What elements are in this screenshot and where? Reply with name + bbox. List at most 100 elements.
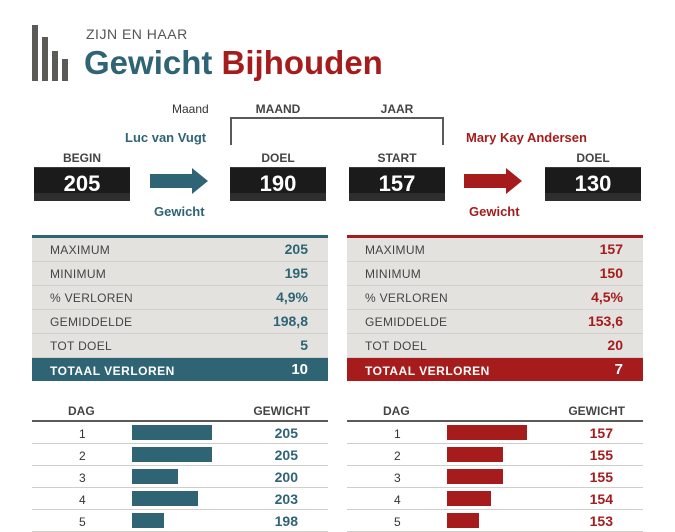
stat-label: GEMIDDELDE — [50, 315, 133, 329]
year-label[interactable]: JAAR — [380, 102, 414, 116]
person2-day-table: DAG GEWICHT 1 157 2 155 3 155 4 154 5 153 — [347, 404, 643, 532]
table-row[interactable]: 5 153 — [347, 510, 643, 532]
total-lost-value: 10 — [291, 361, 308, 378]
stat-label: MINIMUM — [365, 267, 422, 281]
total-lost-label: TOTAAL VERLOREN — [365, 364, 490, 378]
teal-arrow-right-icon — [150, 168, 208, 194]
total-lost-row: TOTAAL VERLOREN 10 — [32, 358, 328, 381]
stat-value: 198,8 — [272, 313, 308, 329]
weight-bar — [132, 425, 212, 440]
table-row[interactable]: 3 155 — [347, 466, 643, 488]
table-row[interactable]: 2 155 — [347, 444, 643, 466]
stat-label: MINIMUM — [50, 267, 107, 281]
title-part-1: Gewicht — [84, 44, 213, 81]
stat-label: MAXIMUM — [365, 243, 426, 257]
stat-value: 157 — [599, 241, 623, 257]
title-part-2: Bijhouden — [221, 44, 383, 81]
person1-goal-box[interactable]: 190 — [230, 167, 326, 201]
day-number: 4 — [79, 493, 86, 507]
stat-label: % VERLOREN — [365, 291, 449, 305]
day-number: 3 — [79, 471, 86, 485]
person2-goal-label: DOEL — [576, 151, 610, 165]
person2-stats-table: MAXIMUM 157 MINIMUM 150 % VERLOREN 4,5% GEM… — [347, 235, 643, 381]
weight-value: 153 — [589, 513, 613, 529]
day-number: 2 — [394, 449, 401, 463]
person2-arrow-label: Gewicht — [469, 204, 520, 219]
stat-row: MINIMUM 150 — [347, 262, 643, 286]
month-label[interactable]: MAAND — [255, 102, 301, 116]
start-weight-box[interactable]: 157 — [349, 167, 445, 201]
day-number: 5 — [79, 515, 86, 529]
period-label: Maand — [172, 102, 209, 116]
person1-arrow-label: Gewicht — [154, 204, 205, 219]
weight-bar — [132, 447, 212, 462]
page-title: Gewicht Bijhouden — [84, 44, 383, 82]
weight-bar — [447, 425, 527, 440]
weight-bar — [132, 491, 198, 506]
person1-day-table: DAG GEWICHT 1 205 2 205 3 200 4 203 5 198 — [32, 404, 328, 532]
stat-row: % VERLOREN 4,9% — [32, 286, 328, 310]
stat-value: 5 — [300, 337, 308, 353]
stat-row: MINIMUM 195 — [32, 262, 328, 286]
day-number: 1 — [394, 427, 401, 441]
weight-value: 155 — [589, 447, 613, 463]
person2-goal-box[interactable]: 130 — [545, 167, 641, 201]
stat-value: 4,5% — [591, 289, 623, 305]
weight-value: 203 — [274, 491, 298, 507]
weight-bar — [447, 447, 503, 462]
red-arrow-right-icon — [464, 168, 522, 194]
total-lost-value: 7 — [614, 361, 623, 378]
stat-value: 153,6 — [587, 313, 623, 329]
header-kicker: ZIJN EN HAAR — [86, 26, 188, 42]
table-row[interactable]: 4 154 — [347, 488, 643, 510]
person1-stats-table: MAXIMUM 205 MINIMUM 195 % VERLOREN 4,9% GEM… — [32, 235, 328, 381]
begin-weight-box[interactable]: 205 — [34, 167, 130, 201]
stat-row: GEMIDDELDE 153,6 — [347, 310, 643, 334]
weight-bar — [447, 491, 491, 506]
table-row[interactable]: 1 157 — [347, 422, 643, 444]
period-bracket — [230, 117, 444, 145]
stat-row: TOT DOEL 20 — [347, 334, 643, 358]
stat-label: TOT DOEL — [50, 339, 112, 353]
person1-name[interactable]: Luc van Vugt — [125, 130, 207, 145]
stat-value: 205 — [284, 241, 308, 257]
stat-row: % VERLOREN 4,5% — [347, 286, 643, 310]
total-lost-label: TOTAAL VERLOREN — [50, 364, 175, 378]
day-number: 4 — [394, 493, 401, 507]
day-number: 5 — [394, 515, 401, 529]
table-row[interactable]: 3 200 — [32, 466, 328, 488]
begin-label: BEGIN — [62, 151, 101, 165]
weight-value: 155 — [589, 469, 613, 485]
day-column-header: DAG — [383, 404, 410, 418]
weight-column-header: GEWICHT — [253, 404, 310, 418]
table-row[interactable]: 4 203 — [32, 488, 328, 510]
day-column-header: DAG — [68, 404, 95, 418]
weight-value: 157 — [589, 425, 613, 441]
day-table-header: DAG GEWICHT — [347, 404, 643, 422]
day-table-header: DAG GEWICHT — [32, 404, 328, 422]
day-number: 1 — [79, 427, 86, 441]
table-row[interactable]: 5 198 — [32, 510, 328, 532]
weight-bar — [447, 513, 479, 528]
weight-value: 200 — [274, 469, 298, 485]
day-number: 3 — [394, 471, 401, 485]
total-lost-row: TOTAAL VERLOREN 7 — [347, 358, 643, 381]
stat-value: 4,9% — [276, 289, 308, 305]
stat-row: MAXIMUM 157 — [347, 238, 643, 262]
table-row[interactable]: 2 205 — [32, 444, 328, 466]
bar-chart-logo-icon — [32, 25, 68, 81]
stat-label: MAXIMUM — [50, 243, 111, 257]
weight-bar — [447, 469, 503, 484]
person1-goal-label: DOEL — [261, 151, 295, 165]
stat-label: GEMIDDELDE — [365, 315, 448, 329]
day-number: 2 — [79, 449, 86, 463]
person2-name[interactable]: Mary Kay Andersen — [466, 130, 587, 145]
weight-value: 205 — [274, 425, 298, 441]
table-row[interactable]: 1 205 — [32, 422, 328, 444]
stat-value: 195 — [284, 265, 308, 281]
weight-value: 154 — [589, 491, 613, 507]
stat-row: MAXIMUM 205 — [32, 238, 328, 262]
stat-row: GEMIDDELDE 198,8 — [32, 310, 328, 334]
weight-column-header: GEWICHT — [568, 404, 625, 418]
stat-value: 150 — [599, 265, 623, 281]
